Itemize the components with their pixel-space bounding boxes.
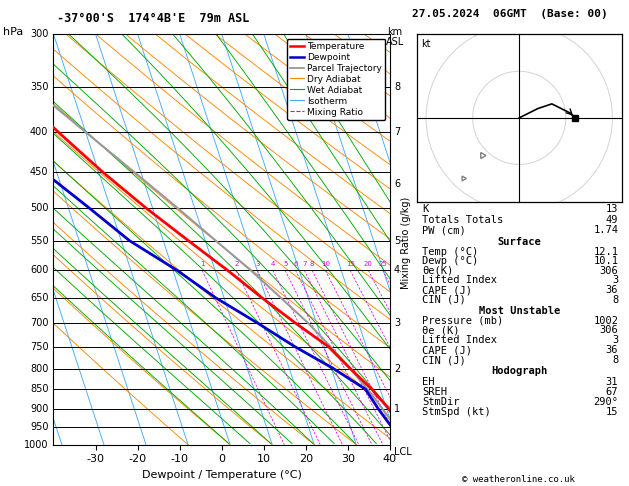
Text: 7: 7	[394, 127, 400, 137]
Text: Temp (°C): Temp (°C)	[422, 246, 479, 257]
Text: StmDir: StmDir	[422, 397, 460, 407]
Text: 850: 850	[30, 384, 48, 394]
Text: CIN (J): CIN (J)	[422, 295, 466, 305]
Text: LCL: LCL	[394, 447, 412, 457]
Text: θe (K): θe (K)	[422, 326, 460, 335]
Text: 450: 450	[30, 167, 48, 177]
Text: 650: 650	[30, 293, 48, 303]
Legend: Temperature, Dewpoint, Parcel Trajectory, Dry Adiabat, Wet Adiabat, Isotherm, Mi: Temperature, Dewpoint, Parcel Trajectory…	[287, 38, 386, 120]
Text: 5: 5	[283, 261, 287, 267]
Text: 500: 500	[30, 203, 48, 213]
Text: 5: 5	[394, 236, 400, 246]
Text: 550: 550	[30, 236, 48, 246]
Text: 25: 25	[379, 261, 387, 267]
Text: Pressure (mb): Pressure (mb)	[422, 315, 504, 326]
Text: CAPE (J): CAPE (J)	[422, 345, 472, 355]
Text: 300: 300	[30, 29, 48, 39]
Text: Mixing Ratio (g/kg): Mixing Ratio (g/kg)	[401, 197, 411, 289]
Text: hPa: hPa	[3, 27, 23, 37]
Text: Lifted Index: Lifted Index	[422, 276, 498, 285]
Text: Lifted Index: Lifted Index	[422, 335, 498, 346]
Text: 290°: 290°	[593, 397, 618, 407]
Text: Totals Totals: Totals Totals	[422, 215, 504, 225]
Text: 2: 2	[394, 364, 400, 374]
Text: 3: 3	[394, 318, 400, 328]
Text: 10.1: 10.1	[593, 256, 618, 266]
Text: 36: 36	[606, 285, 618, 295]
Text: 15: 15	[346, 261, 355, 267]
Text: 8: 8	[612, 295, 618, 305]
Text: 3: 3	[612, 276, 618, 285]
Text: 750: 750	[30, 342, 48, 351]
Text: 8: 8	[612, 355, 618, 365]
Text: 350: 350	[30, 82, 48, 91]
Text: 900: 900	[30, 404, 48, 414]
Text: 6: 6	[293, 261, 298, 267]
Text: 8: 8	[394, 82, 400, 91]
Text: 4: 4	[270, 261, 275, 267]
Text: 7: 7	[302, 261, 306, 267]
Text: StmSpd (kt): StmSpd (kt)	[422, 407, 491, 417]
Text: 800: 800	[30, 364, 48, 374]
Text: 15: 15	[606, 407, 618, 417]
Text: 12.1: 12.1	[593, 246, 618, 257]
Text: -37°00'S  174°4B'E  79m ASL: -37°00'S 174°4B'E 79m ASL	[57, 12, 249, 25]
Text: 3: 3	[255, 261, 260, 267]
Text: © weatheronline.co.uk: © weatheronline.co.uk	[462, 474, 576, 484]
Text: PW (cm): PW (cm)	[422, 226, 466, 235]
Text: K: K	[422, 205, 428, 214]
Text: 1: 1	[394, 404, 400, 414]
Text: 20: 20	[364, 261, 373, 267]
Text: 2: 2	[234, 261, 238, 267]
Text: Hodograph: Hodograph	[491, 366, 547, 377]
Text: 1000: 1000	[24, 440, 48, 450]
Text: 49: 49	[606, 215, 618, 225]
Text: θe(K): θe(K)	[422, 266, 454, 276]
Text: 10: 10	[321, 261, 330, 267]
Text: 3: 3	[612, 335, 618, 346]
Text: 700: 700	[30, 318, 48, 328]
Text: 400: 400	[30, 127, 48, 137]
Text: 950: 950	[30, 422, 48, 432]
Text: 36: 36	[606, 345, 618, 355]
Text: 31: 31	[606, 377, 618, 387]
Text: EH: EH	[422, 377, 435, 387]
Text: 1: 1	[200, 261, 204, 267]
Text: 4: 4	[394, 265, 400, 276]
Text: 67: 67	[606, 387, 618, 397]
Text: 6: 6	[394, 178, 400, 189]
Text: Most Unstable: Most Unstable	[479, 306, 560, 316]
Text: 8: 8	[310, 261, 314, 267]
Text: 13: 13	[606, 205, 618, 214]
Text: 306: 306	[599, 266, 618, 276]
Text: 1002: 1002	[593, 315, 618, 326]
Text: Surface: Surface	[498, 237, 541, 247]
Text: km
ASL: km ASL	[386, 27, 404, 47]
Text: Dewp (°C): Dewp (°C)	[422, 256, 479, 266]
Text: 600: 600	[30, 265, 48, 276]
Text: SREH: SREH	[422, 387, 447, 397]
Text: 1.74: 1.74	[593, 226, 618, 235]
Text: 306: 306	[599, 326, 618, 335]
X-axis label: Dewpoint / Temperature (°C): Dewpoint / Temperature (°C)	[142, 470, 302, 480]
Text: 27.05.2024  06GMT  (Base: 00): 27.05.2024 06GMT (Base: 00)	[412, 9, 608, 19]
Text: kt: kt	[421, 39, 430, 49]
Text: CIN (J): CIN (J)	[422, 355, 466, 365]
Text: CAPE (J): CAPE (J)	[422, 285, 472, 295]
